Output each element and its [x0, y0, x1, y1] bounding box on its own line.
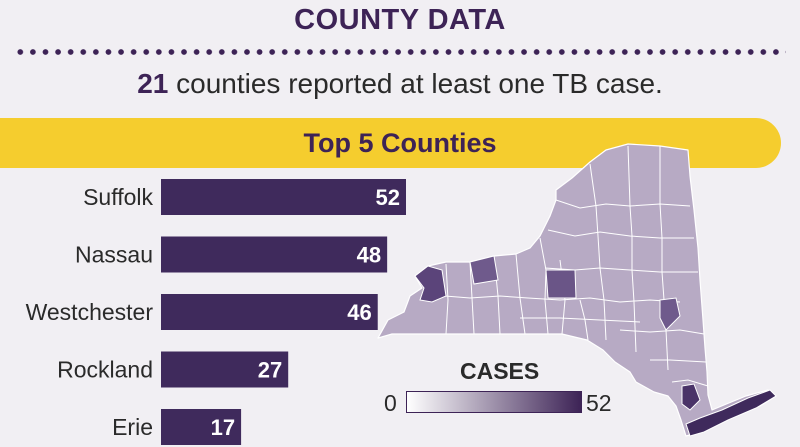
county-borders: [419, 145, 709, 387]
county-count-text: counties reported at least one TB case.: [176, 68, 663, 99]
category-label: Westchester: [26, 299, 154, 325]
map-legend: CASES 0 52: [380, 358, 620, 418]
value-label: 52: [376, 185, 400, 210]
county-count-number: 21: [137, 68, 169, 99]
bar: [161, 179, 406, 215]
long-island: [685, 389, 777, 437]
value-label: 48: [357, 243, 381, 268]
legend-min-label: 0: [384, 390, 397, 416]
legend-max-label: 52: [586, 390, 612, 416]
onondaga-county: [545, 269, 577, 299]
top-counties-banner-label: Top 5 Counties: [303, 128, 497, 158]
section-title: COUNTY DATA: [294, 4, 506, 36]
legend-title: CASES: [460, 358, 540, 384]
bar: [161, 351, 289, 388]
bar: [161, 236, 388, 273]
category-label: Suffolk: [83, 184, 153, 210]
erie-county: [414, 265, 447, 303]
bar: [161, 409, 242, 445]
value-label: 17: [211, 415, 235, 440]
value-label: 27: [258, 358, 282, 383]
dotted-divider: [14, 49, 786, 55]
legend-gradient-bar: [406, 391, 582, 413]
bar: [161, 294, 378, 330]
category-label: Rockland: [57, 357, 153, 383]
value-label: 46: [347, 300, 371, 325]
category-label: Nassau: [75, 242, 153, 268]
category-label: Erie: [112, 414, 153, 440]
albany-county: [659, 297, 681, 331]
county-count-statement: 21 counties reported at least one TB cas…: [0, 68, 800, 100]
westchester-county: [681, 383, 701, 411]
monroe-county: [469, 255, 499, 285]
